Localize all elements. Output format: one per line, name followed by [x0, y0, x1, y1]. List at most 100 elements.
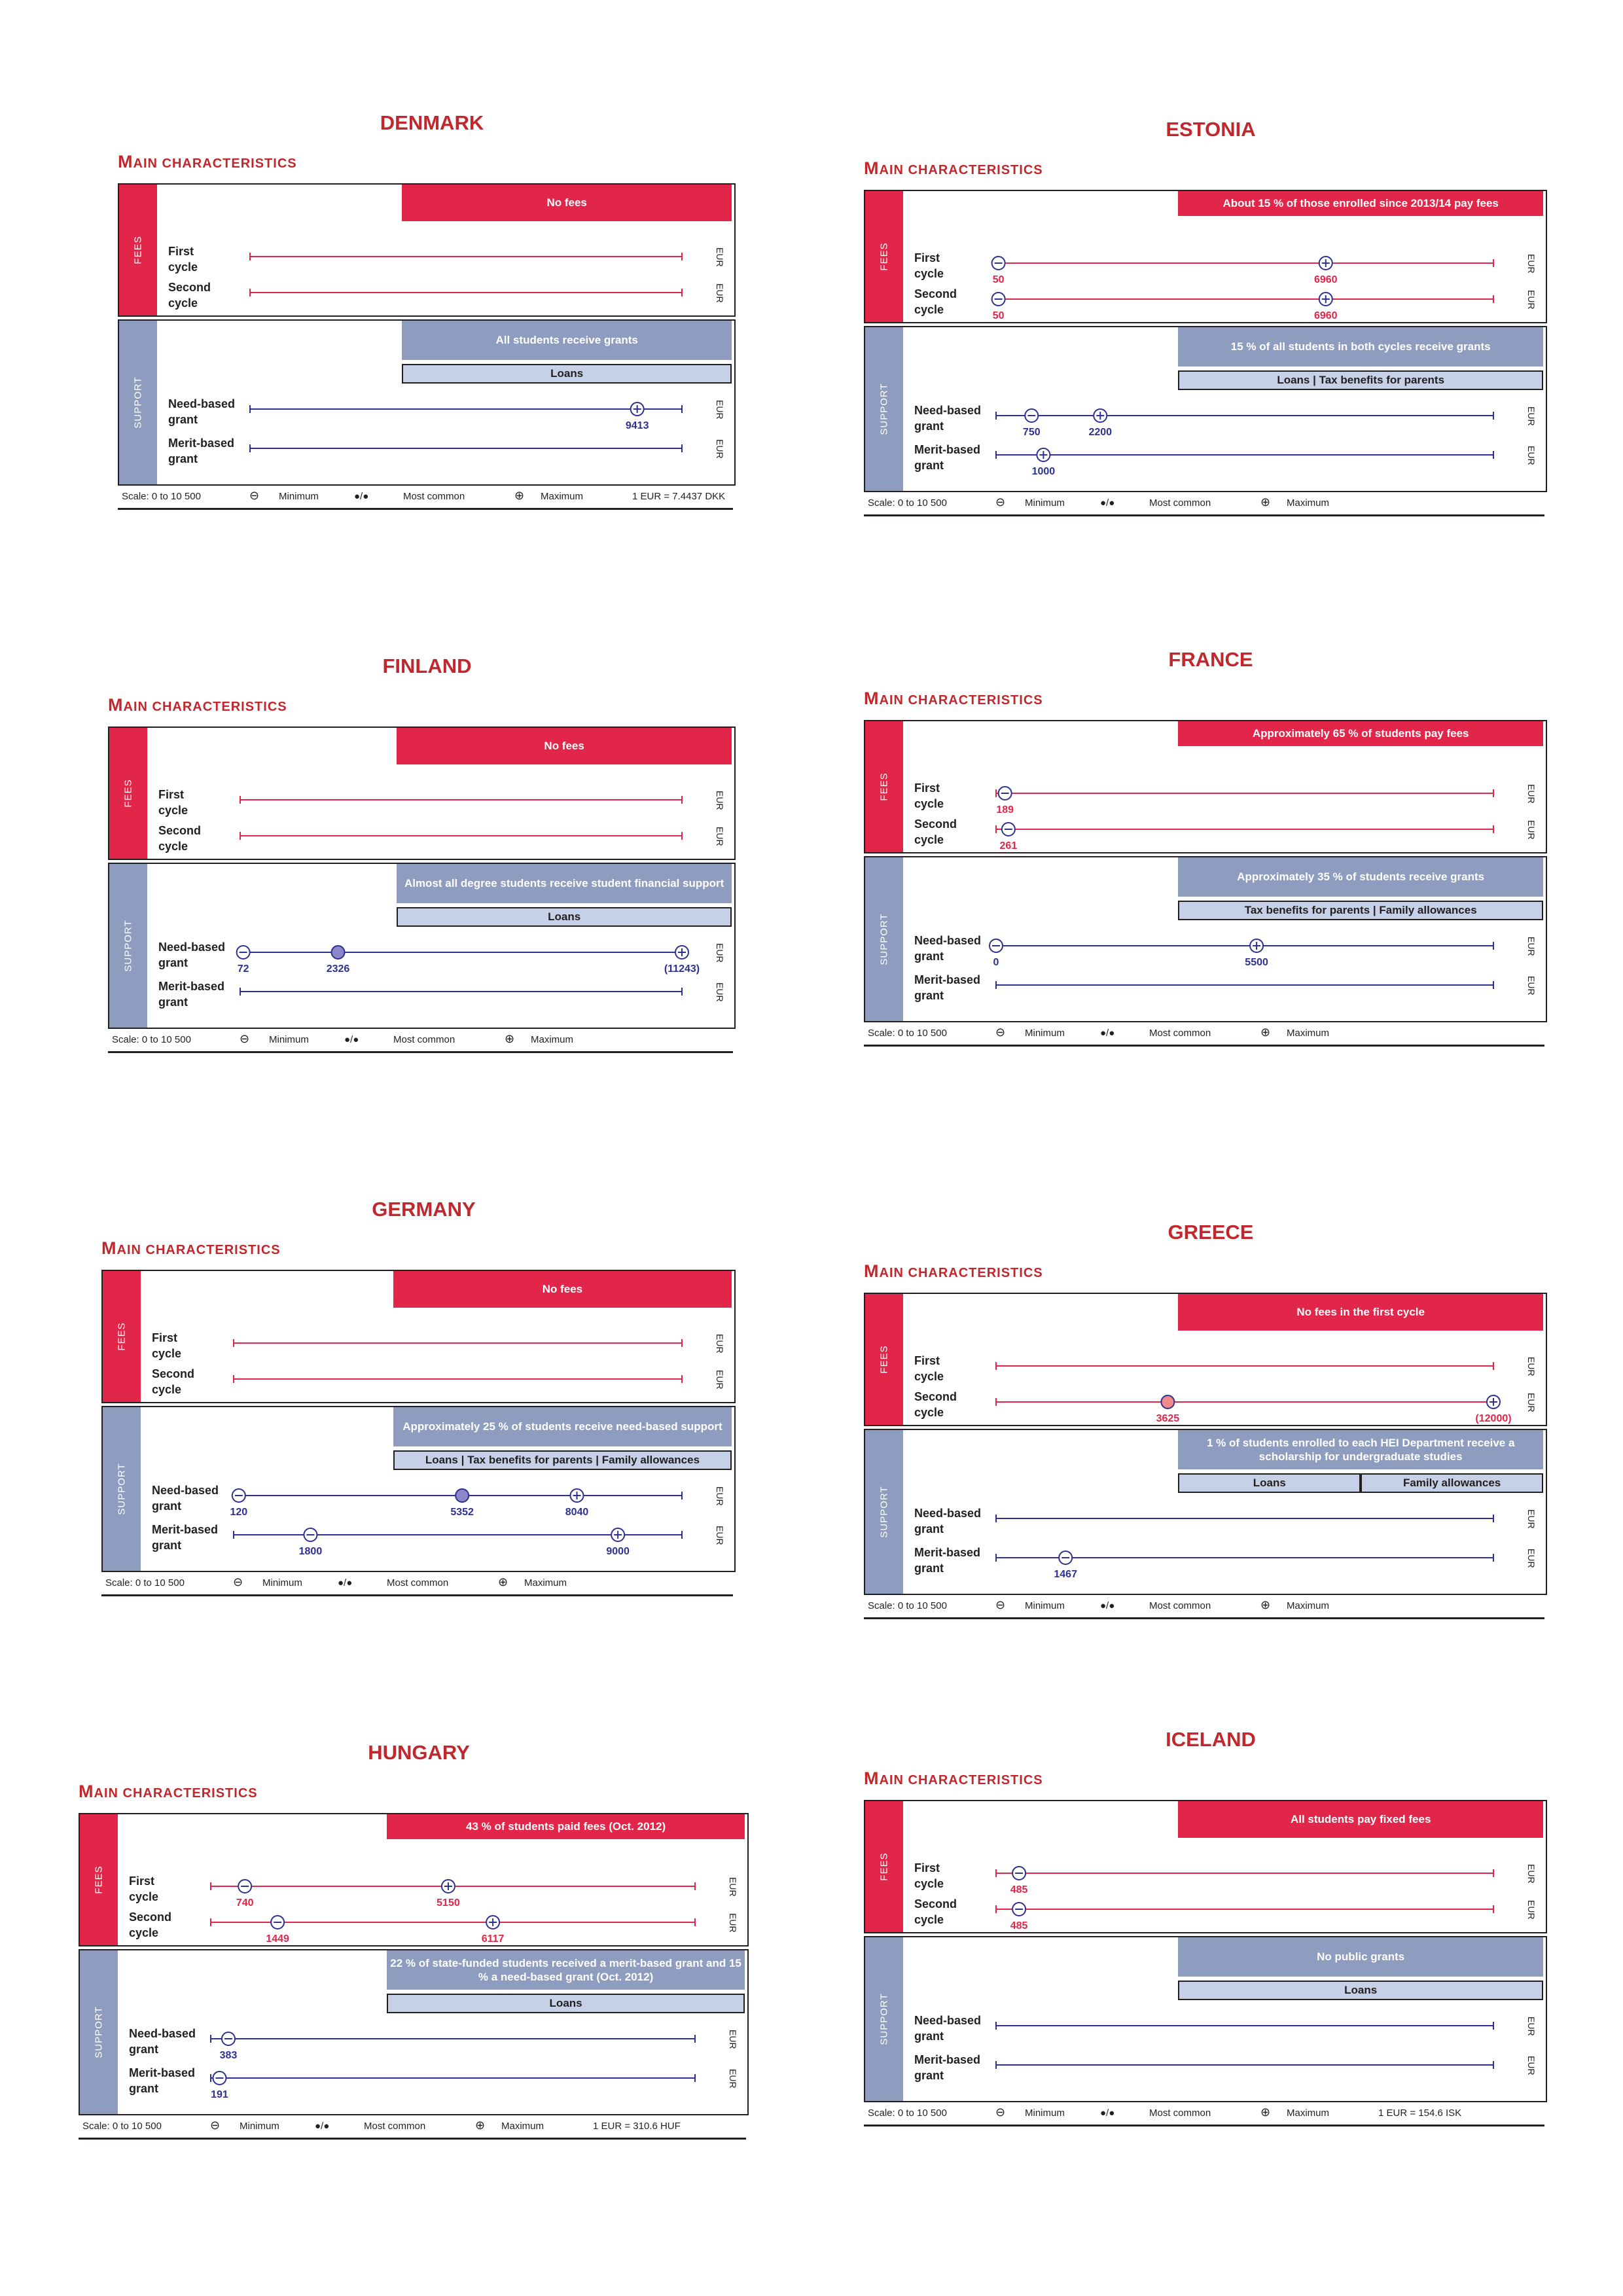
row-label-second: Second cycle [914, 1896, 957, 1928]
fees-sidebar: FEES [865, 191, 903, 322]
row-label-line: grant [914, 989, 944, 1002]
value-label: (12000) [1475, 1413, 1511, 1424]
row-label-second: Second cycle [158, 823, 201, 854]
legend-common-icon: ●/● [1100, 2108, 1115, 2119]
legend-scale: Scale: 0 to 10 500 [105, 1577, 185, 1588]
row-label-line: First [158, 788, 185, 801]
common-marker [1160, 1395, 1175, 1409]
legend-common-icon: ●/● [338, 1577, 353, 1588]
fees-box: FEES No fees First cycle EUR Second cycle EUR [118, 183, 736, 317]
row-label-line: cycle [168, 296, 198, 310]
country-panel: FINLAND MAIN CHARACTERISTICS FEES No fees Fi… [108, 655, 746, 1060]
value-label: 2326 [327, 963, 350, 975]
legend-exchange-rate: 1 EUR = 7.4437 DKK [632, 491, 726, 502]
row-scale-line: 189 [995, 786, 1494, 816]
row-scale-line: 72 2326 (11243) [236, 945, 700, 975]
value-label: 191 [211, 2089, 228, 2100]
row-label-merit: Merit-based grant [914, 2052, 980, 2083]
row-label-line: grant [914, 459, 944, 472]
row-scale-line [249, 289, 683, 296]
row-label-line: First [914, 251, 940, 264]
footer-rule [79, 2138, 746, 2140]
support-banner: All students receive grants [402, 321, 732, 360]
row-label-line: grant [129, 2043, 158, 2056]
row-label-line: First [152, 1331, 178, 1344]
row-label-need: Need-based grant [152, 1482, 219, 1514]
legend-most-common: Most common [364, 2121, 426, 2132]
support-banner: Approximately 25 % of students receive n… [393, 1407, 732, 1446]
row-label-line: Need-based [914, 2014, 982, 2027]
row-label-line: Second [914, 1897, 957, 1910]
legend-maximum-icon: ⊕ [1260, 495, 1271, 509]
fees-banner: No fees [402, 185, 732, 221]
fees-box: FEES All students pay fixed fees First cycl… [864, 1800, 1547, 1933]
row-scale-line: 191 [210, 2071, 696, 2100]
row-label-line: Second [152, 1367, 195, 1380]
legend-maximum: Maximum [524, 1577, 567, 1588]
row-label-line: First [914, 1354, 940, 1367]
row-label-line: cycle [914, 1406, 944, 1419]
legend-minimum: Minimum [1025, 1028, 1065, 1039]
legend-minimum: Minimum [1025, 1600, 1065, 1611]
country-panel: ESTONIA MAIN CHARACTERISTICS FEES About 15 … [864, 118, 1558, 524]
value-label: 3625 [1156, 1413, 1180, 1424]
legend-maximum: Maximum [1287, 497, 1330, 509]
row-label-line: grant [168, 452, 198, 465]
heading-rest: AIN CHARACTERISTICS [94, 1786, 258, 1801]
value-label: 1800 [299, 1546, 323, 1557]
row-label-line: Need-based [914, 934, 982, 947]
support-sidebar: SUPPORT [109, 864, 147, 1028]
footer-rule [864, 1617, 1544, 1619]
row-label-line: grant [914, 420, 944, 433]
value-label: 740 [236, 1897, 254, 1909]
value-label: (11243) [664, 963, 700, 975]
row-label-line: cycle [129, 1926, 159, 1939]
row-label-merit: Merit-based grant [914, 442, 980, 473]
main-characteristics-heading: MAIN CHARACTERISTICS [864, 158, 1043, 179]
row-label-line: grant [152, 1499, 181, 1513]
support-option: Loans [387, 1994, 745, 2013]
row-label-line: First [914, 1861, 940, 1874]
heading-initial: M [108, 695, 124, 715]
fees-sidebar: FEES [119, 185, 157, 315]
heading-initial: M [864, 689, 880, 708]
legend-common-icon: ●/● [344, 1034, 359, 1045]
row-label-need: Need-based grant [914, 2013, 981, 2044]
support-banner: Approximately 35 % of students receive g… [1178, 857, 1543, 897]
row-label-merit: Merit-based grant [152, 1522, 218, 1553]
value-label: 189 [996, 804, 1014, 816]
value-label: 6117 [482, 1933, 505, 1945]
legend-maximum: Maximum [531, 1034, 574, 1045]
row-label-merit: Merit-based grant [914, 1545, 980, 1576]
row-label-line: grant [152, 1539, 181, 1552]
row-label-line: grant [158, 956, 188, 969]
main-characteristics-heading: MAIN CHARACTERISTICS [79, 1782, 258, 1802]
row-label-line: Need-based [129, 2027, 196, 2040]
row-label-first: First cycle [914, 250, 944, 281]
row-scale-line [995, 1515, 1494, 1522]
legend-minimum: Minimum [1025, 497, 1065, 509]
heading-rest: AIN CHARACTERISTICS [879, 1773, 1043, 1787]
support-box: SUPPORT Almost all degree students receiv… [108, 863, 736, 1029]
support-sidebar: SUPPORT [80, 1950, 118, 2114]
legend-maximum-icon: ⊕ [505, 1032, 515, 1045]
country-title: HUNGARY [368, 1741, 470, 1764]
row-scale-line: 485 [995, 1866, 1494, 1895]
row-scale-line: 120 5352 8040 [230, 1488, 683, 1518]
legend-minimum: Minimum [240, 2121, 279, 2132]
row-label-line: Merit-based [129, 2066, 196, 2079]
fees-sidebar: FEES [865, 721, 903, 852]
row-label-line: Second [158, 824, 202, 837]
value-label: 120 [230, 1507, 247, 1518]
heading-initial: M [101, 1238, 117, 1258]
legend-maximum-icon: ⊕ [498, 1575, 508, 1588]
country-panel: FRANCE MAIN CHARACTERISTICS FEES Approximat… [864, 648, 1558, 1054]
country-panel: GERMANY MAIN CHARACTERISTICS FEES No fees Fi… [101, 1198, 746, 1604]
row-scale-line: 3625 (12000) [995, 1395, 1512, 1424]
legend-scale: Scale: 0 to 10 500 [82, 2121, 162, 2132]
support-sidebar: SUPPORT [103, 1407, 141, 1571]
row-label-line: Merit-based [152, 1523, 219, 1536]
value-label: 8040 [565, 1507, 589, 1518]
legend-most-common: Most common [1149, 2108, 1211, 2119]
legend-minimum-icon: ⊖ [995, 1598, 1006, 1611]
